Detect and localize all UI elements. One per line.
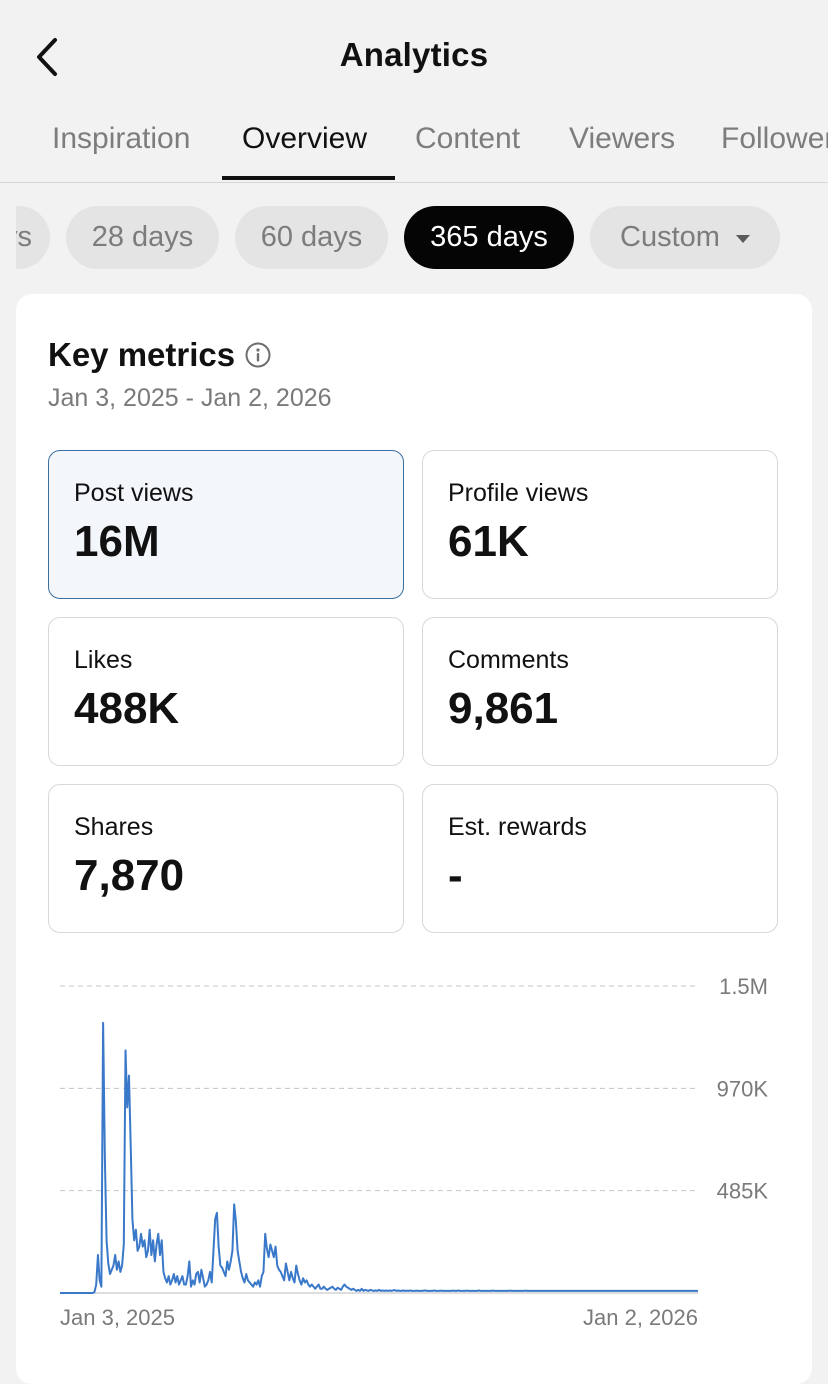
metric-profile-views[interactable]: Profile views 61K (422, 450, 778, 599)
page-title: Analytics (339, 36, 489, 73)
chip-365-days[interactable]: 365 days (404, 206, 574, 269)
chart-y-tick-label: 970K (717, 1076, 769, 1101)
chart-y-tick-label: 485K (717, 1179, 769, 1204)
key-metrics-heading: Key metrics (48, 336, 271, 374)
metric-label: Post views (74, 479, 194, 507)
metric-value: 61K (448, 517, 529, 566)
chip-custom[interactable]: Custom (590, 206, 780, 269)
metric-label: Profile views (448, 479, 589, 507)
info-icon[interactable] (245, 342, 271, 368)
metric-label: Comments (448, 646, 569, 674)
metric-value: 7,870 (74, 851, 185, 900)
key-metrics-card: Key metrics Jan 3, 2025 - Jan 2, 2026 Po… (16, 294, 812, 1384)
metric-value: 488K (74, 684, 180, 733)
chart-gridlines (60, 985, 698, 1192)
tab-content[interactable]: Content (415, 122, 521, 155)
metric-label: Shares (74, 813, 154, 841)
key-metrics-title: Key metrics (48, 336, 236, 373)
range-chip-row[interactable]: 7 days 28 days 60 days 365 days Custom (16, 206, 828, 270)
metric-value: - (448, 851, 463, 900)
tab-active-indicator (222, 176, 395, 180)
chart-x-tick-label-end: Jan 2, 2026 (583, 1305, 698, 1330)
metric-post-views[interactable]: Post views 16M (48, 450, 404, 599)
tab-bar: Inspiration Overview Content Viewers Fol… (0, 110, 828, 183)
tab-viewers[interactable]: Viewers (569, 122, 676, 155)
tab-overview[interactable]: Overview (242, 122, 368, 155)
metric-value: 9,861 (448, 684, 559, 733)
chip-label: 365 days (430, 221, 548, 253)
metric-value: 16M (74, 517, 160, 566)
chip-label: 28 days (91, 221, 194, 253)
chip-7-days[interactable]: 7 days (16, 206, 50, 269)
chevron-left-icon (37, 38, 57, 76)
chart-y-tick-labels: 1.5M 970K 485K (717, 974, 769, 1204)
tab-followers[interactable]: Followers (721, 122, 828, 155)
post-views-chart: 1.5M 970K 485K Jan 3, 2025 Jan 2, 2026 (60, 974, 769, 1330)
metric-est-rewards[interactable]: Est. rewards - (422, 784, 778, 933)
metric-shares[interactable]: Shares 7,870 (48, 784, 404, 933)
chip-label: Custom (620, 221, 720, 253)
header: Analytics (0, 0, 828, 110)
back-button[interactable] (22, 30, 70, 84)
metric-label: Likes (74, 646, 133, 674)
chip-60-days[interactable]: 60 days (235, 206, 388, 269)
caret-down-icon (735, 234, 750, 243)
metric-label: Est. rewards (448, 813, 587, 841)
date-range: Jan 3, 2025 - Jan 2, 2026 (48, 384, 332, 412)
chart-series-line-post-views (60, 1021, 698, 1294)
metric-comments[interactable]: Comments 9,861 (422, 617, 778, 766)
chart-x-tick-label-start: Jan 3, 2025 (60, 1305, 175, 1330)
chip-label: 7 days (16, 221, 32, 253)
chart-y-tick-label: 1.5M (719, 974, 768, 999)
tab-inspiration[interactable]: Inspiration (52, 122, 191, 155)
chip-28-days[interactable]: 28 days (66, 206, 219, 269)
metric-likes[interactable]: Likes 488K (48, 617, 404, 766)
chip-label: 60 days (260, 221, 363, 253)
